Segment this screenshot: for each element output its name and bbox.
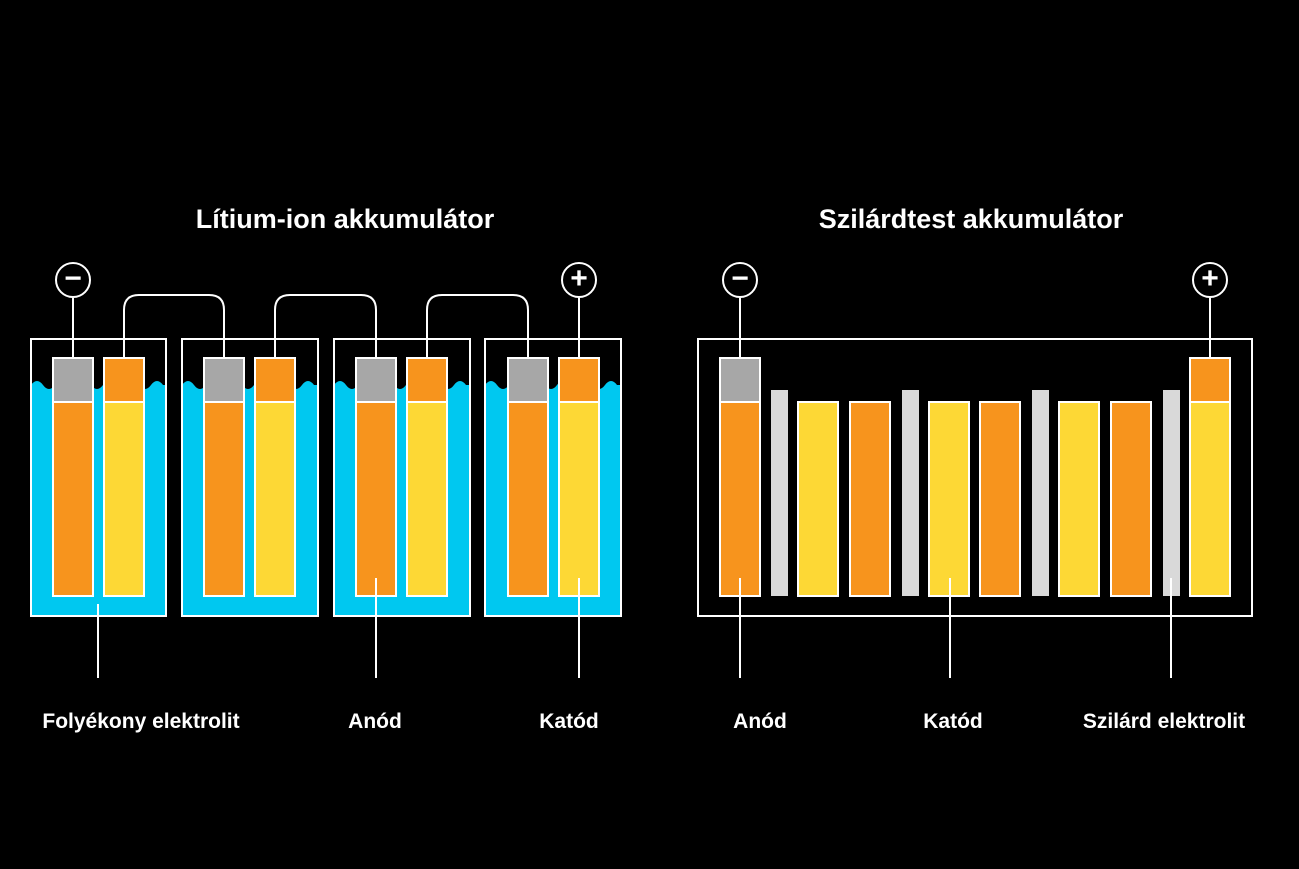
cell-housing-4: [484, 338, 622, 617]
label-anode-right: Anód: [733, 710, 787, 733]
wire-cell2-cell3: [274, 294, 377, 358]
ss-solid-electrolyte-2: [902, 390, 919, 596]
left-leader-lines: [97, 578, 580, 678]
anode-3: [355, 401, 397, 597]
ss-cathode-3: [1058, 401, 1100, 597]
ss-current-collector-orange: [1189, 357, 1231, 403]
ss-solid-electrolyte-4: [1163, 390, 1180, 596]
wire-cell3-cell4: [426, 294, 529, 358]
current-collector-orange-1: [103, 357, 145, 403]
negative-terminal-right-symbol: −: [731, 261, 749, 295]
negative-terminal-left-icon: −: [55, 262, 91, 298]
ss-current-collector-gray: [719, 357, 761, 403]
series-wires: [72, 294, 580, 358]
anode-1: [52, 401, 94, 597]
solid-state-layers: [719, 357, 1231, 597]
positive-terminal-left-symbol: +: [570, 261, 588, 295]
wire-cell1-cell2: [123, 294, 225, 358]
cell-housing-3: [333, 338, 471, 617]
cathode-1: [103, 401, 145, 597]
anode-2: [203, 401, 245, 597]
liion-electrodes: [52, 357, 600, 597]
ss-anode-4: [1110, 401, 1152, 597]
current-collector-gray-4: [507, 357, 549, 403]
liion-title: Lítium-ion akkumulátor: [195, 204, 495, 234]
solid-state-title: Szilárdtest akkumulátor: [818, 204, 1124, 234]
ss-anode-3: [979, 401, 1021, 597]
anode-4: [507, 401, 549, 597]
current-collector-orange-4: [558, 357, 600, 403]
ss-anode-2: [849, 401, 891, 597]
ss-solid-electrolyte-3: [1032, 390, 1049, 596]
ss-anode-1: [719, 401, 761, 597]
ss-cathode-1: [797, 401, 839, 597]
current-collector-gray-3: [355, 357, 397, 403]
positive-terminal-right-icon: +: [1192, 262, 1228, 298]
ss-solid-electrolyte-1: [771, 390, 788, 596]
solid-state-battery: [697, 298, 1253, 678]
negative-terminal-right-icon: −: [722, 262, 758, 298]
label-solid-electrolyte: Szilárd elektrolit: [1082, 710, 1246, 733]
label-anode-left: Anód: [348, 710, 402, 733]
label-cathode-left: Katód: [539, 710, 599, 733]
positive-terminal-right-symbol: +: [1201, 261, 1219, 295]
cathode-2: [254, 401, 296, 597]
cell-housings: [30, 338, 622, 617]
cathode-4: [558, 401, 600, 597]
current-collector-orange-2: [254, 357, 296, 403]
current-collector-orange-3: [406, 357, 448, 403]
liquid-electrolyte-cell-3: [334, 381, 470, 616]
liion-battery: [30, 294, 622, 678]
liquid-electrolyte-cell-1: [31, 381, 166, 616]
label-liquid-electrolyte: Folyékony elektrolit: [42, 710, 240, 733]
right-leader-lines: [739, 578, 1172, 678]
ss-cathode-2: [928, 401, 970, 597]
cell-housing-2: [181, 338, 319, 617]
ss-cathode-4: [1189, 401, 1231, 597]
current-collector-gray-1: [52, 357, 94, 403]
right-wires: [739, 298, 1211, 358]
solid-state-housing: [697, 338, 1253, 617]
cathode-3: [406, 401, 448, 597]
label-cathode-right: Katód: [923, 710, 983, 733]
positive-terminal-left-icon: +: [561, 262, 597, 298]
liquid-electrolyte-cell-4: [485, 381, 621, 616]
liquid-electrolyte-cell-2: [182, 381, 318, 616]
negative-terminal-left-symbol: −: [64, 261, 82, 295]
current-collector-gray-2: [203, 357, 245, 403]
